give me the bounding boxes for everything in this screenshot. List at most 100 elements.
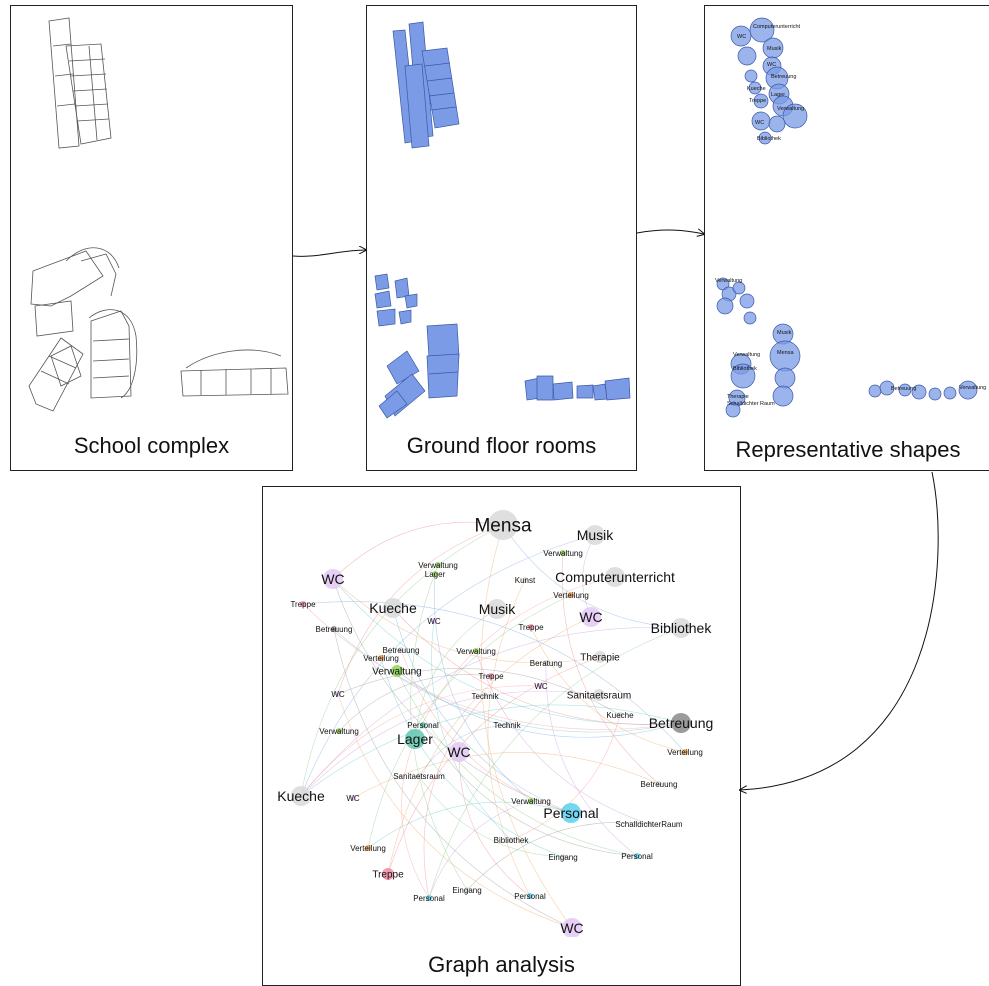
graph-node-label: Lager [397,731,433,747]
graph-node [482,693,488,699]
graph-node [335,691,341,697]
panel-title: Ground floor rooms [406,433,597,458]
rep-label: Schalldichter Raum [727,401,775,407]
graph-node-label: Therapie [580,653,620,664]
graph-node [671,713,691,733]
graph-node-label: Beratung [530,659,562,668]
graph-edge [414,608,498,740]
graph-edge [380,657,564,858]
graph-node [488,510,518,540]
graph-edge [428,800,532,899]
graph-node [398,647,404,653]
graph-node-label: Mensa [474,516,531,537]
graph-edge [561,552,660,785]
graph-edge [300,690,600,797]
graph-node-label: Technik [471,692,499,701]
graph-node-label: WC [331,690,345,699]
graph-node [528,624,534,630]
graph-node-label: Treppe [290,600,316,609]
graph-node-label: Kunst [515,576,536,585]
arrow-2 [636,230,704,234]
rep-label: WC [755,120,764,126]
rep-label: Mensa [777,350,794,356]
graph-node-label: WC [427,617,441,626]
graph-edge [337,693,573,929]
graph-edge [300,534,596,797]
graph-node-label: Treppe [478,672,504,681]
school-complex-panel: School complex [10,5,293,471]
graph-node [350,795,356,801]
graph-node-label: Bibliothek [651,620,713,636]
graph-edge [480,524,573,929]
graph-node [365,845,371,851]
graph-node [527,893,533,899]
graph-edge [487,579,531,897]
graph-edge [418,775,564,858]
graph-node [561,803,581,823]
graph-node [594,651,606,663]
graph-node [581,607,601,627]
graph-node-label: Musik [479,601,517,617]
rep-label: Bibliothek [757,136,781,142]
graph-node [323,569,343,589]
graph-edge [545,662,638,857]
graph-node [487,599,507,619]
graph-edge [337,524,504,695]
graph-edge [434,573,532,802]
graph-edge [302,601,686,753]
graph-node [560,550,566,556]
graph-edge [300,627,682,797]
graph-edge [332,578,601,664]
rep-label: Therapie [727,394,749,400]
graph-node-label: Verteilung [363,654,399,663]
rep-label: Verwaltung [715,278,742,284]
graph-node-label: WC [447,744,470,760]
rep-label: Musik [767,46,782,52]
graph-edge [300,685,542,797]
graph-node [382,868,394,880]
circle-shapes: Computerunterricht WC Musik WC Betreuung… [715,17,986,418]
graph-node [682,749,688,755]
graph-node-label: Kueche [369,600,417,616]
graph-node-label: Verwaltung [418,561,458,570]
graph-node [435,562,441,568]
graph-node-label: WC [560,920,583,936]
graph-node-label: Personal [514,892,546,901]
graph-edge [401,738,430,899]
graph-node [617,712,623,718]
ground-floor-panel: Ground floor rooms [366,5,637,471]
graph-node-label: Bibliothek [494,836,530,845]
graph-node-label: Verwaltung [456,647,496,656]
rep-label: WC [767,62,776,68]
graph-node-label: Personal [543,805,598,821]
graph-node [420,722,426,728]
rep-label: Lager [771,92,785,98]
graph-node [426,895,432,901]
graph-edge [418,724,508,777]
graph-node-label: Betreuung [383,646,420,655]
rep-label: Betreuung [891,386,916,392]
graph-node [605,567,625,587]
graph-node [391,665,403,677]
graph-node-label: Verwaltung [319,727,359,736]
graph-node [405,729,425,749]
graph-node-label: Verwaltung [543,549,583,558]
graph-node-label: Treppe [518,623,544,632]
graph-node [593,689,605,701]
graph-node [568,592,574,598]
graph-node [300,601,306,607]
graph-node [504,722,510,728]
graph-node-label: Eingang [452,886,481,895]
graph-network: Mensa Musik Verwaltung WC Verwaltung Lager Kun… [277,510,713,937]
graph-edge [414,576,616,740]
rep-label: Verwaltung [959,385,986,391]
graph-node [449,742,469,762]
graph-edge [396,670,638,857]
graph-node [562,918,582,937]
graph-node-label: Verteilung [667,748,703,757]
graph-node-label: Kueche [277,788,325,804]
graph-edge [396,670,682,738]
graph-node [646,821,652,827]
rep-label: WC [737,34,746,40]
